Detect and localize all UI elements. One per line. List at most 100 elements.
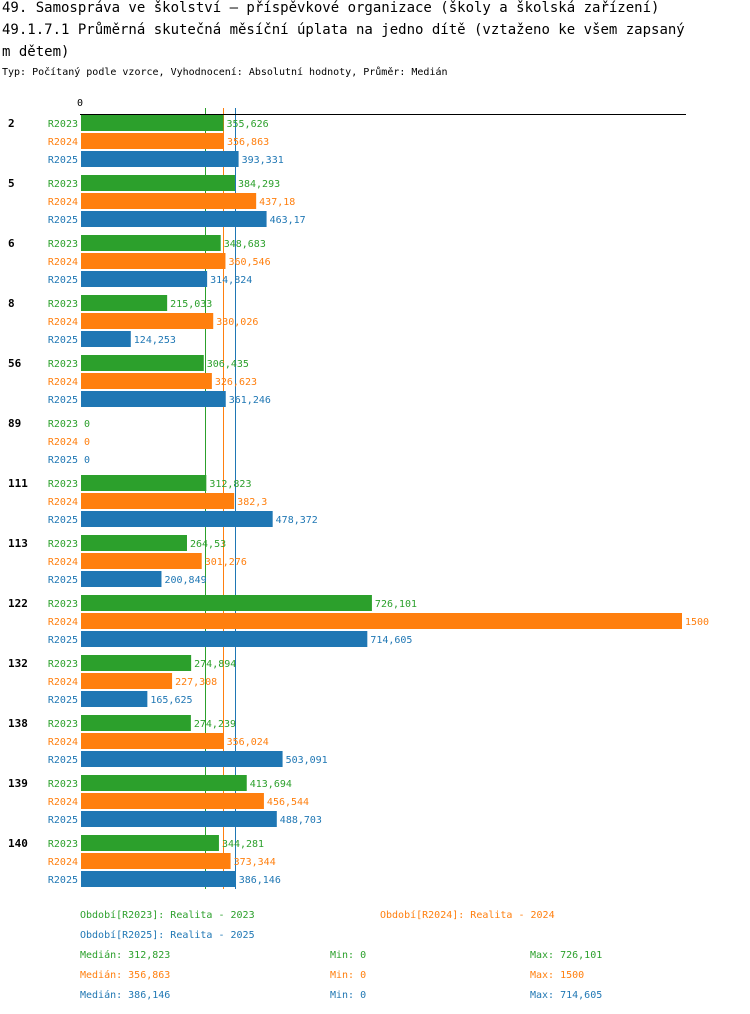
category-label: 6 (8, 237, 15, 250)
series-label: R2024 (48, 737, 78, 748)
data-label: 488,703 (280, 815, 322, 826)
data-label: 0 (84, 455, 90, 466)
series-label: R2024 (48, 257, 78, 268)
data-label: 373,344 (234, 857, 276, 868)
bar-r2024-5 (81, 193, 257, 209)
data-label: 726,101 (375, 599, 417, 610)
bar-r2024-8 (81, 313, 214, 329)
bar-r2024-132 (81, 673, 173, 689)
bar-r2024-139 (81, 793, 264, 809)
series-label: R2023 (48, 119, 78, 130)
stats-min-r2023: Min: 0 (330, 950, 367, 961)
bar-r2024-138 (81, 733, 224, 749)
bar-r2025-139 (81, 811, 277, 827)
data-label: 463,17 (270, 215, 306, 226)
bar-r2025-140 (81, 871, 236, 887)
category-label: 122 (8, 597, 28, 610)
stats-min-r2024: Min: 0 (330, 970, 367, 981)
series-label: R2023 (48, 839, 78, 850)
data-label: 356,024 (227, 737, 269, 748)
category-label: 113 (8, 537, 28, 550)
data-label: 503,091 (286, 755, 328, 766)
page-title: 49. Samospráva ve školství – příspěvkové… (2, 0, 660, 16)
bar-r2023-5 (81, 175, 235, 191)
series-label: R2024 (48, 317, 78, 328)
bar-r2025-2 (81, 151, 239, 167)
category-label: 139 (8, 777, 28, 790)
data-label: 330,026 (216, 317, 258, 328)
chart-subtitle: Typ: Počítaný podle vzorce, Vyhodnocení:… (2, 67, 448, 78)
data-label: 200,849 (164, 575, 206, 586)
series-label: R2023 (48, 179, 78, 190)
bar-r2023-132 (81, 655, 192, 671)
stats-median-r2025: Medián: 386,146 (80, 990, 171, 1001)
data-label: 306,435 (207, 359, 249, 370)
data-label: 227,308 (175, 677, 217, 688)
bar-r2023-113 (81, 535, 187, 551)
data-label: 124,253 (134, 335, 176, 346)
stats-median-r2024: Medián: 356,863 (80, 970, 171, 981)
series-label: R2023 (48, 719, 78, 730)
series-label: R2024 (48, 857, 78, 868)
data-label: 386,146 (239, 875, 281, 886)
bar-chart: 0 2 R2023 355,626 R2024 356,863 R2025 393,331 5 R… (8, 98, 709, 889)
data-label: 356,863 (227, 137, 269, 148)
data-label: 360,546 (228, 257, 270, 268)
category-label: 138 (8, 717, 28, 730)
series-label: R2023 (48, 539, 78, 550)
series-label: R2025 (48, 875, 78, 886)
data-label: 714,605 (370, 635, 412, 646)
data-label: 393,331 (242, 155, 284, 166)
bar-r2024-6 (81, 253, 226, 269)
series-label: R2024 (48, 797, 78, 808)
series-label: R2023 (48, 299, 78, 310)
series-label: R2024 (48, 377, 78, 388)
data-label: 478,372 (276, 515, 318, 526)
series-label: R2024 (48, 437, 78, 448)
legend-period-2024: Období[R2024]: Realita - 2024 (380, 910, 555, 921)
bar-r2023-8 (81, 295, 168, 311)
series-label: R2023 (48, 659, 78, 670)
stats-max-r2023: Max: 726,101 (530, 950, 603, 961)
data-label: 0 (84, 419, 90, 430)
series-label: R2024 (48, 617, 78, 628)
series-label: R2025 (48, 275, 78, 286)
bar-r2024-122 (81, 613, 682, 629)
stats-max-r2025: Max: 714,605 (530, 990, 603, 1001)
series-label: R2025 (48, 215, 78, 226)
bar-r2024-56 (81, 373, 212, 389)
bar-r2023-139 (81, 775, 247, 791)
data-label: 382,3 (237, 497, 267, 508)
data-label: 1500 (685, 617, 709, 628)
data-label: 344,281 (222, 839, 264, 850)
bar-r2023-56 (81, 355, 204, 371)
category-label: 111 (8, 477, 28, 490)
series-label: R2025 (48, 515, 78, 526)
bar-r2025-111 (81, 511, 273, 527)
series-label: R2024 (48, 497, 78, 508)
series-label: R2023 (48, 479, 78, 490)
data-label: 274,239 (194, 719, 236, 730)
bar-r2023-122 (81, 595, 372, 611)
bar-r2023-6 (81, 235, 221, 251)
series-label: R2025 (48, 455, 78, 466)
category-label: 2 (8, 117, 15, 130)
stats-median-r2023: Medián: 312,823 (80, 950, 171, 961)
category-label: 132 (8, 657, 28, 670)
series-label: R2024 (48, 197, 78, 208)
series-label: R2025 (48, 815, 78, 826)
data-label: 413,694 (250, 779, 292, 790)
bar-r2024-113 (81, 553, 202, 569)
series-label: R2025 (48, 695, 78, 706)
bar-r2023-138 (81, 715, 191, 731)
bar-r2025-113 (81, 571, 162, 587)
data-label: 301,276 (205, 557, 247, 568)
series-label: R2024 (48, 677, 78, 688)
series-label: R2023 (48, 779, 78, 790)
stats-min-r2025: Min: 0 (330, 990, 367, 1001)
bar-r2024-140 (81, 853, 231, 869)
category-label: 5 (8, 177, 15, 190)
bar-r2025-5 (81, 211, 267, 227)
chart-title-continued: m dětem) (2, 44, 70, 60)
series-label: R2023 (48, 599, 78, 610)
